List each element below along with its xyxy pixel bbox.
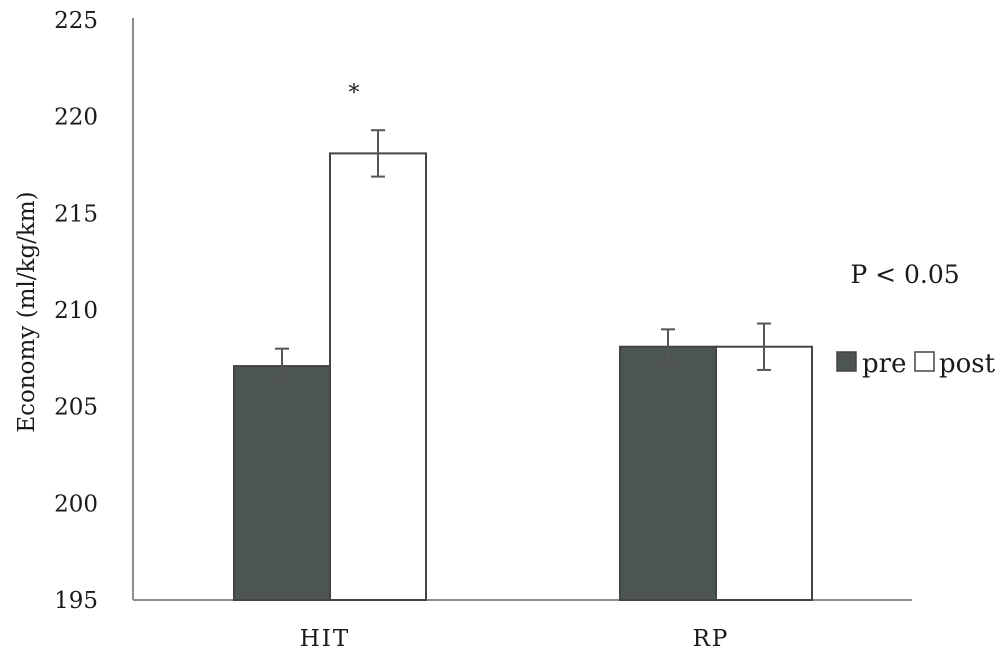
y-tick-label: 195 — [54, 588, 98, 614]
bar-post-hit — [329, 152, 427, 601]
significance-note: P < 0.05 — [850, 260, 959, 289]
y-tick-label: 210 — [54, 298, 98, 324]
x-tick-label: HIT — [300, 626, 350, 652]
bar-pre-rp — [619, 345, 717, 601]
legend-label-post: post — [939, 349, 996, 379]
bar-pre-hit — [233, 365, 331, 602]
significance-star: * — [349, 81, 360, 106]
y-tick-label: 205 — [54, 395, 98, 421]
bar-post-rp — [715, 345, 813, 601]
y-tick-label: 225 — [54, 8, 98, 34]
y-tick-label: 220 — [54, 105, 98, 131]
y-tick-label: 200 — [54, 491, 98, 517]
x-tick-label: RP — [693, 626, 730, 652]
legend-label-pre: pre — [862, 349, 906, 379]
y-tick-label: 215 — [54, 201, 98, 227]
plot-area: 195 200 205 210 215 220 225 HIT RP * pre post — [54, 8, 996, 652]
legend-swatch-post — [914, 351, 935, 372]
y-axis-title: Economy (ml/kg/km) — [14, 191, 40, 432]
legend-swatch-pre — [836, 351, 857, 372]
